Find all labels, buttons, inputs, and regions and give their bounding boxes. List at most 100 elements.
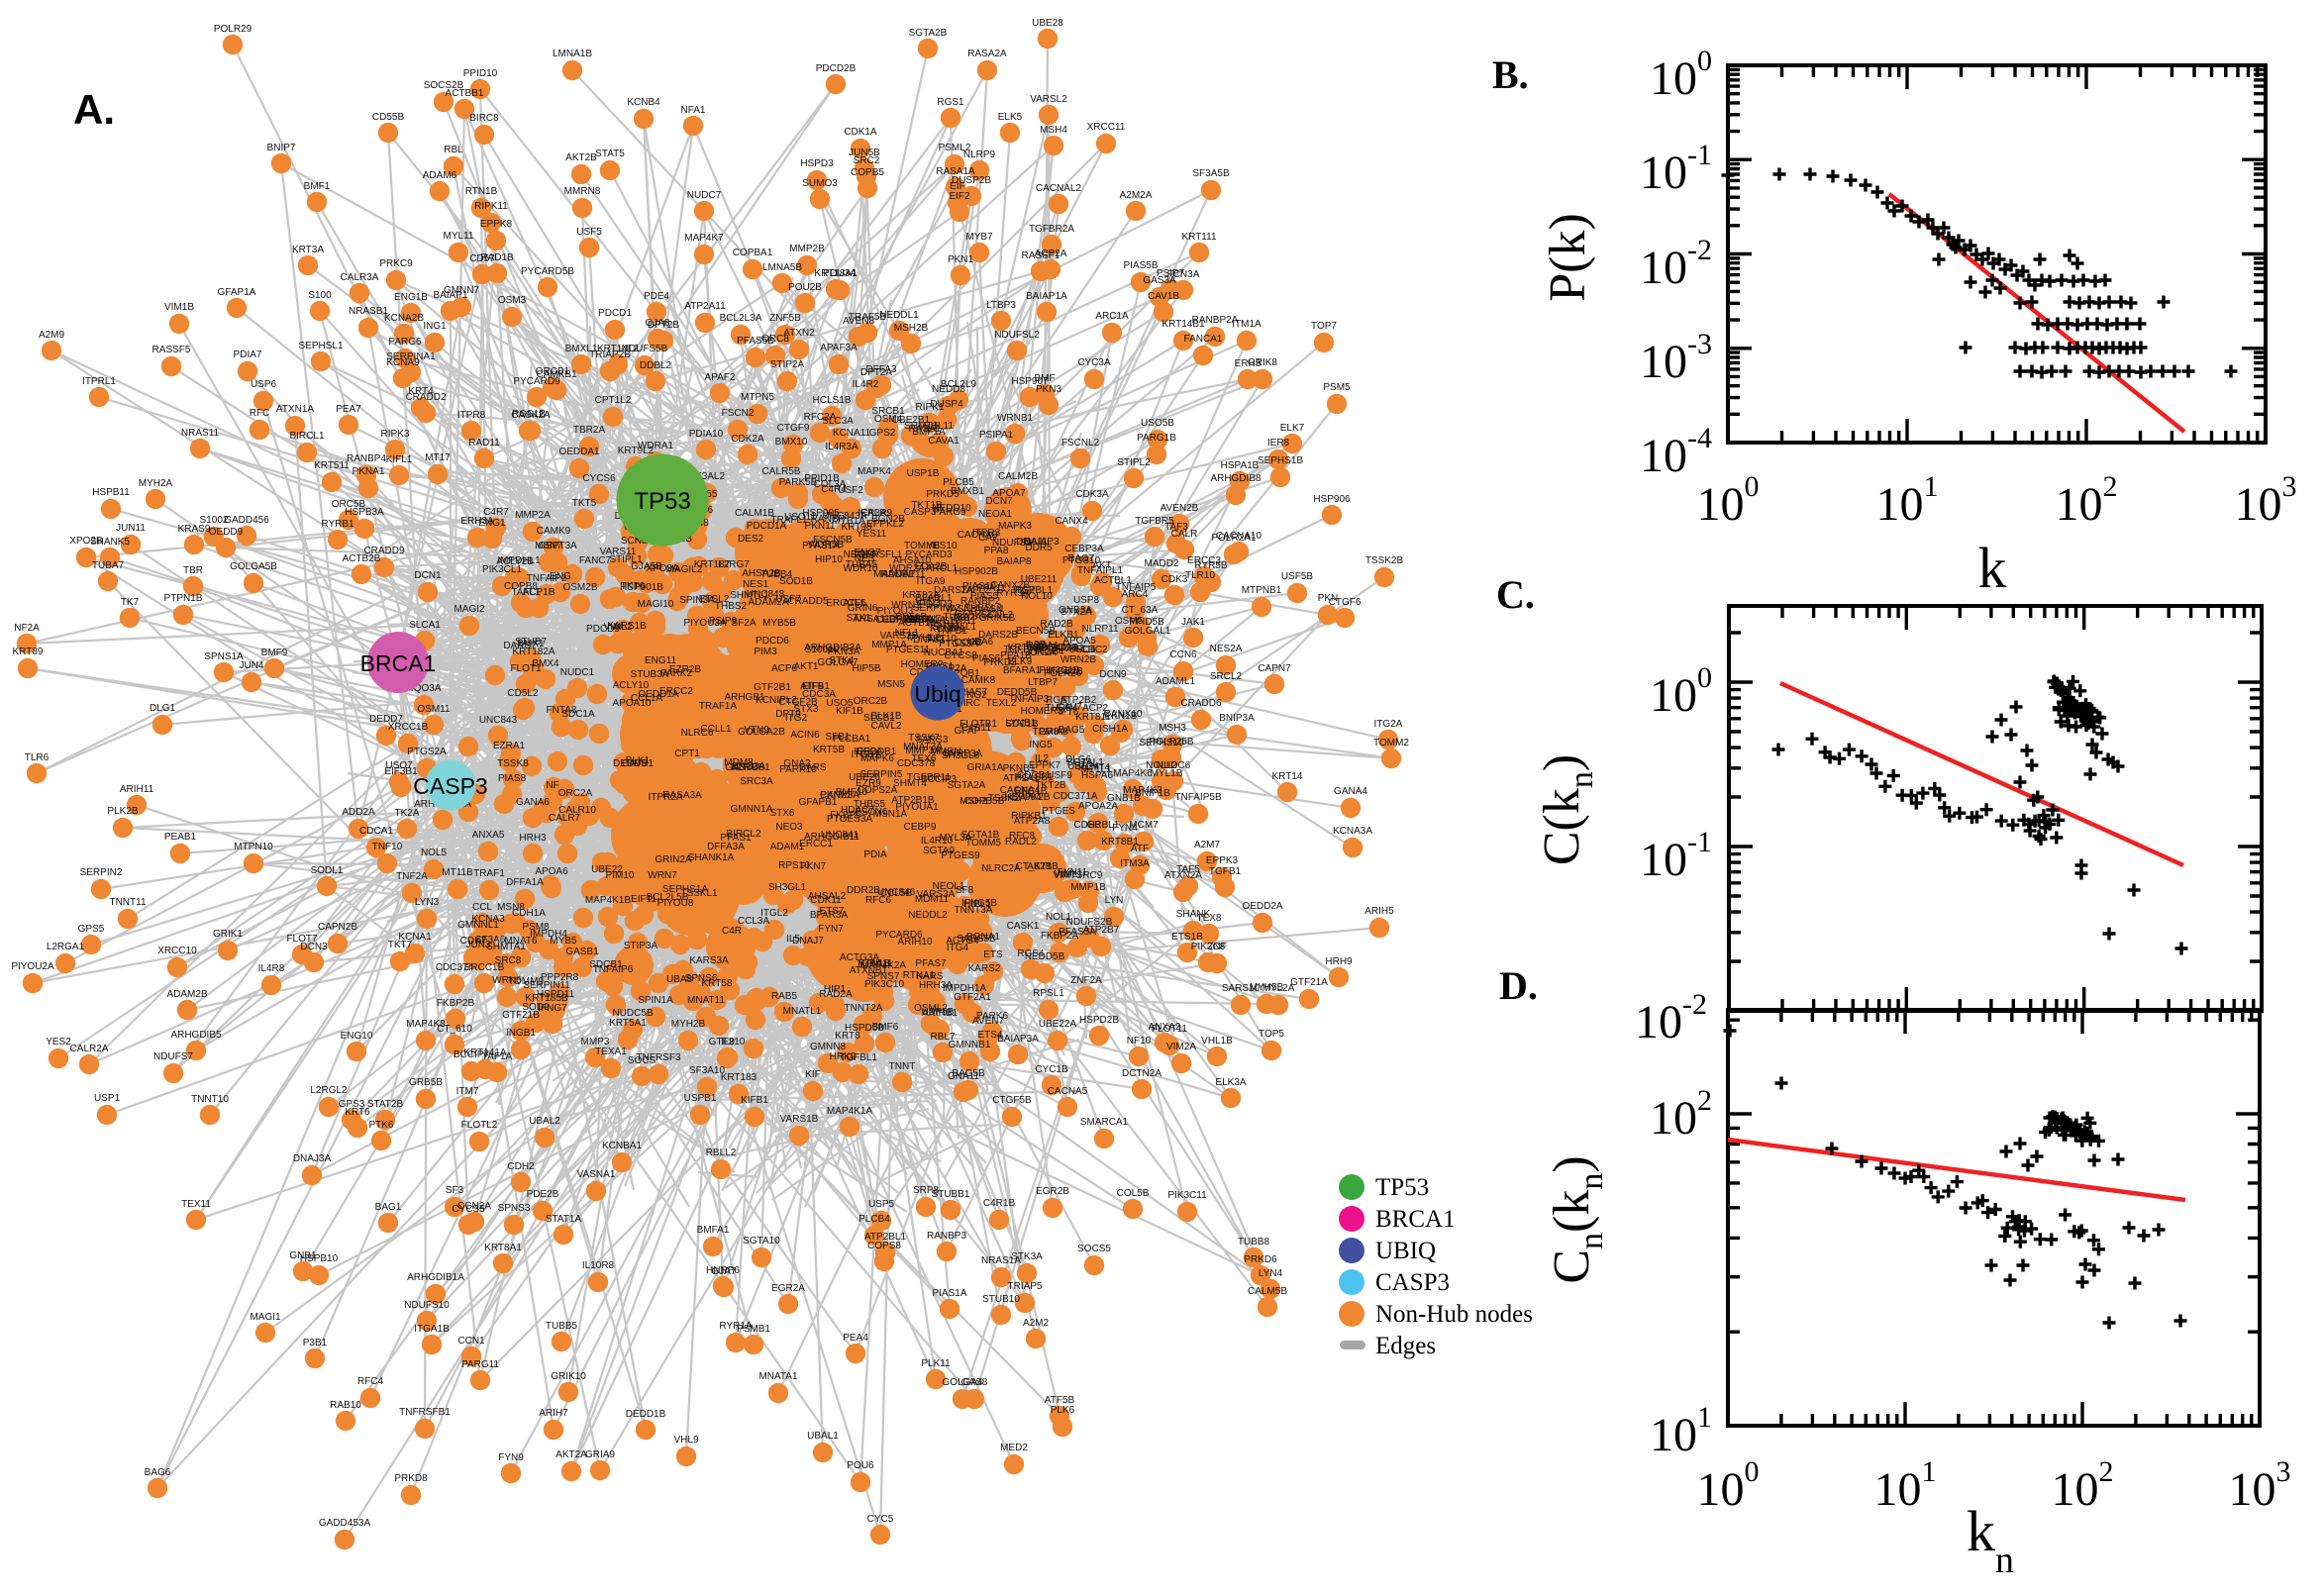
svg-text:LTBP3: LTBP3	[986, 300, 1016, 311]
svg-text:PARK5B: PARK5B	[779, 477, 818, 488]
svg-text:USO6: USO6	[1068, 645, 1096, 655]
svg-text:CCL3A: CCL3A	[738, 916, 770, 927]
svg-text:RFC: RFC	[250, 408, 270, 419]
svg-text:SHANK: SHANK	[1176, 909, 1211, 920]
svg-text:NLRC6: NLRC6	[681, 728, 714, 739]
svg-text:ANXA2: ANXA2	[1149, 1022, 1181, 1033]
svg-text:AKT1B: AKT1B	[1027, 861, 1059, 872]
svg-text:USO11: USO11	[784, 512, 816, 523]
svg-text:PIYOU8: PIYOU8	[657, 898, 694, 909]
svg-text:SGTA10: SGTA10	[743, 1236, 780, 1247]
svg-text:TSSK8: TSSK8	[497, 758, 529, 769]
svg-text:KRT14L2: KRT14L2	[597, 344, 640, 354]
svg-text:HRH3A: HRH3A	[919, 980, 953, 991]
svg-text:RASA3A: RASA3A	[662, 790, 702, 801]
svg-text:CEBP3A: CEBP3A	[1064, 544, 1104, 554]
svg-text:OSM3: OSM3	[498, 295, 527, 306]
svg-text:POLR26: POLR26	[1044, 668, 1082, 679]
svg-text:AVEN8: AVEN8	[843, 316, 874, 327]
svg-text:RANBP2A: RANBP2A	[1192, 315, 1239, 326]
svg-text:TLR6: TLR6	[25, 752, 50, 763]
svg-text:THBS5: THBS5	[854, 799, 886, 810]
svg-text:EPPK2B: EPPK2B	[1012, 792, 1051, 803]
svg-text:SOCS: SOCS	[628, 1055, 656, 1066]
svg-text:P(k): P(k)	[1540, 213, 1596, 302]
svg-text:PTGS10: PTGS10	[1062, 555, 1101, 566]
svg-text:MMP3A: MMP3A	[905, 746, 941, 756]
svg-text:IMPDH1A: IMPDH1A	[943, 983, 987, 994]
svg-text:ATP2A8: ATP2A8	[1014, 816, 1051, 827]
svg-text:CRADD5: CRADD5	[787, 596, 829, 607]
svg-text:PLK11: PLK11	[921, 1358, 951, 1369]
svg-text:CAV: CAV	[978, 533, 998, 544]
svg-text:TKT6: TKT6	[621, 581, 646, 592]
svg-text:MYB7: MYB7	[965, 232, 993, 243]
svg-text:TKT1B: TKT1B	[911, 500, 942, 511]
svg-text:KIFL1: KIFL1	[386, 454, 413, 465]
svg-text:NRAS1A: NRAS1A	[981, 1255, 1021, 1266]
svg-text:WRN7: WRN7	[648, 870, 677, 881]
svg-text:ORC2A: ORC2A	[558, 788, 593, 799]
svg-text:PTGS2A: PTGS2A	[407, 747, 447, 757]
svg-text:EZR2B: EZR2B	[669, 664, 702, 675]
svg-text:EIF2: EIF2	[949, 191, 970, 202]
svg-text:LYN3: LYN3	[415, 897, 440, 908]
svg-text:DES2: DES2	[738, 534, 764, 545]
svg-text:PIAS5B: PIAS5B	[1123, 260, 1158, 271]
svg-text:RBL: RBL	[444, 145, 463, 155]
svg-text:CT_63A: CT_63A	[1122, 605, 1159, 616]
svg-text:APOA5: APOA5	[1062, 636, 1096, 647]
svg-text:LYN: LYN	[1105, 895, 1124, 906]
svg-text:NEOA1: NEOA1	[978, 509, 1012, 520]
svg-text:BIRCL2: BIRCL2	[726, 829, 760, 840]
svg-text:ACP1B: ACP1B	[523, 587, 556, 598]
svg-text:DCN7: DCN7	[985, 496, 1013, 507]
svg-text:SLCB1: SLCB1	[863, 713, 895, 724]
svg-text:DNAJ3A: DNAJ3A	[293, 1153, 332, 1164]
svg-text:CALR7: CALR7	[549, 813, 581, 824]
svg-text:FYN9: FYN9	[498, 1452, 524, 1463]
svg-text:ADAM2B: ADAM2B	[166, 989, 207, 1000]
svg-text:RTN1B: RTN1B	[465, 186, 498, 197]
svg-text:KRT5A1: KRT5A1	[609, 1018, 647, 1029]
svg-text:RFC2A: RFC2A	[804, 412, 837, 423]
svg-text:ERCCL1: ERCCL1	[826, 598, 865, 609]
svg-text:ACTB2B: ACTB2B	[343, 553, 381, 564]
svg-text:MAP4K6: MAP4K6	[1113, 768, 1153, 779]
svg-text:DCTN1A: DCTN1A	[906, 615, 946, 626]
svg-text:PIK3C1B: PIK3C1B	[1039, 665, 1079, 676]
svg-text:NDUFS9: NDUFS9	[992, 538, 1032, 549]
svg-text:SPIN3A: SPIN3A	[679, 595, 715, 606]
svg-text:VHL1B: VHL1B	[1201, 1036, 1233, 1047]
svg-text:CALR9: CALR9	[860, 508, 893, 519]
svg-text:FNTA8: FNTA8	[547, 705, 577, 716]
svg-text:BCCIP3: BCCIP3	[921, 774, 958, 785]
svg-text:DDR2B: DDR2B	[847, 885, 880, 896]
svg-text:STAT5: STAT5	[595, 149, 625, 159]
svg-text:ERCC2: ERCC2	[659, 686, 693, 697]
svg-text:HSP904: HSP904	[1004, 792, 1042, 803]
svg-text:GRIN2A: GRIN2A	[655, 854, 692, 865]
svg-text:TNFAIP3: TNFAIP3	[1009, 694, 1050, 705]
svg-text:BAIAP1: BAIAP1	[433, 290, 467, 301]
svg-text:STUB3A: STUB3A	[631, 669, 669, 680]
svg-text:EZR9: EZR9	[856, 778, 881, 789]
svg-text:RAD2B: RAD2B	[1040, 619, 1073, 630]
svg-text:UBE22: UBE22	[591, 864, 623, 875]
svg-text:PIK3C11: PIK3C11	[1167, 1190, 1207, 1201]
svg-text:CRADD9: CRADD9	[363, 546, 405, 556]
svg-text:D.: D.	[1499, 963, 1538, 1008]
svg-text:COPB8: COPB8	[504, 581, 538, 592]
svg-text:SH3GL8: SH3GL8	[942, 750, 980, 761]
svg-text:DARS7: DARS7	[503, 641, 537, 651]
svg-text:USF9: USF9	[1047, 770, 1072, 781]
svg-text:ARHGDIB11: ARHGDIB11	[804, 832, 859, 843]
svg-text:GASB1: GASB1	[565, 947, 599, 957]
svg-text:ITM3A: ITM3A	[1120, 858, 1150, 869]
svg-text:MMP2B: MMP2B	[789, 244, 825, 254]
svg-text:CANX2B: CANX2B	[990, 580, 1030, 591]
svg-text:MYH2A: MYH2A	[139, 478, 173, 489]
svg-text:RANBP11: RANBP11	[881, 569, 926, 580]
svg-text:C4R4: C4R4	[821, 484, 847, 495]
svg-text:GSPT3A: GSPT3A	[538, 541, 577, 551]
